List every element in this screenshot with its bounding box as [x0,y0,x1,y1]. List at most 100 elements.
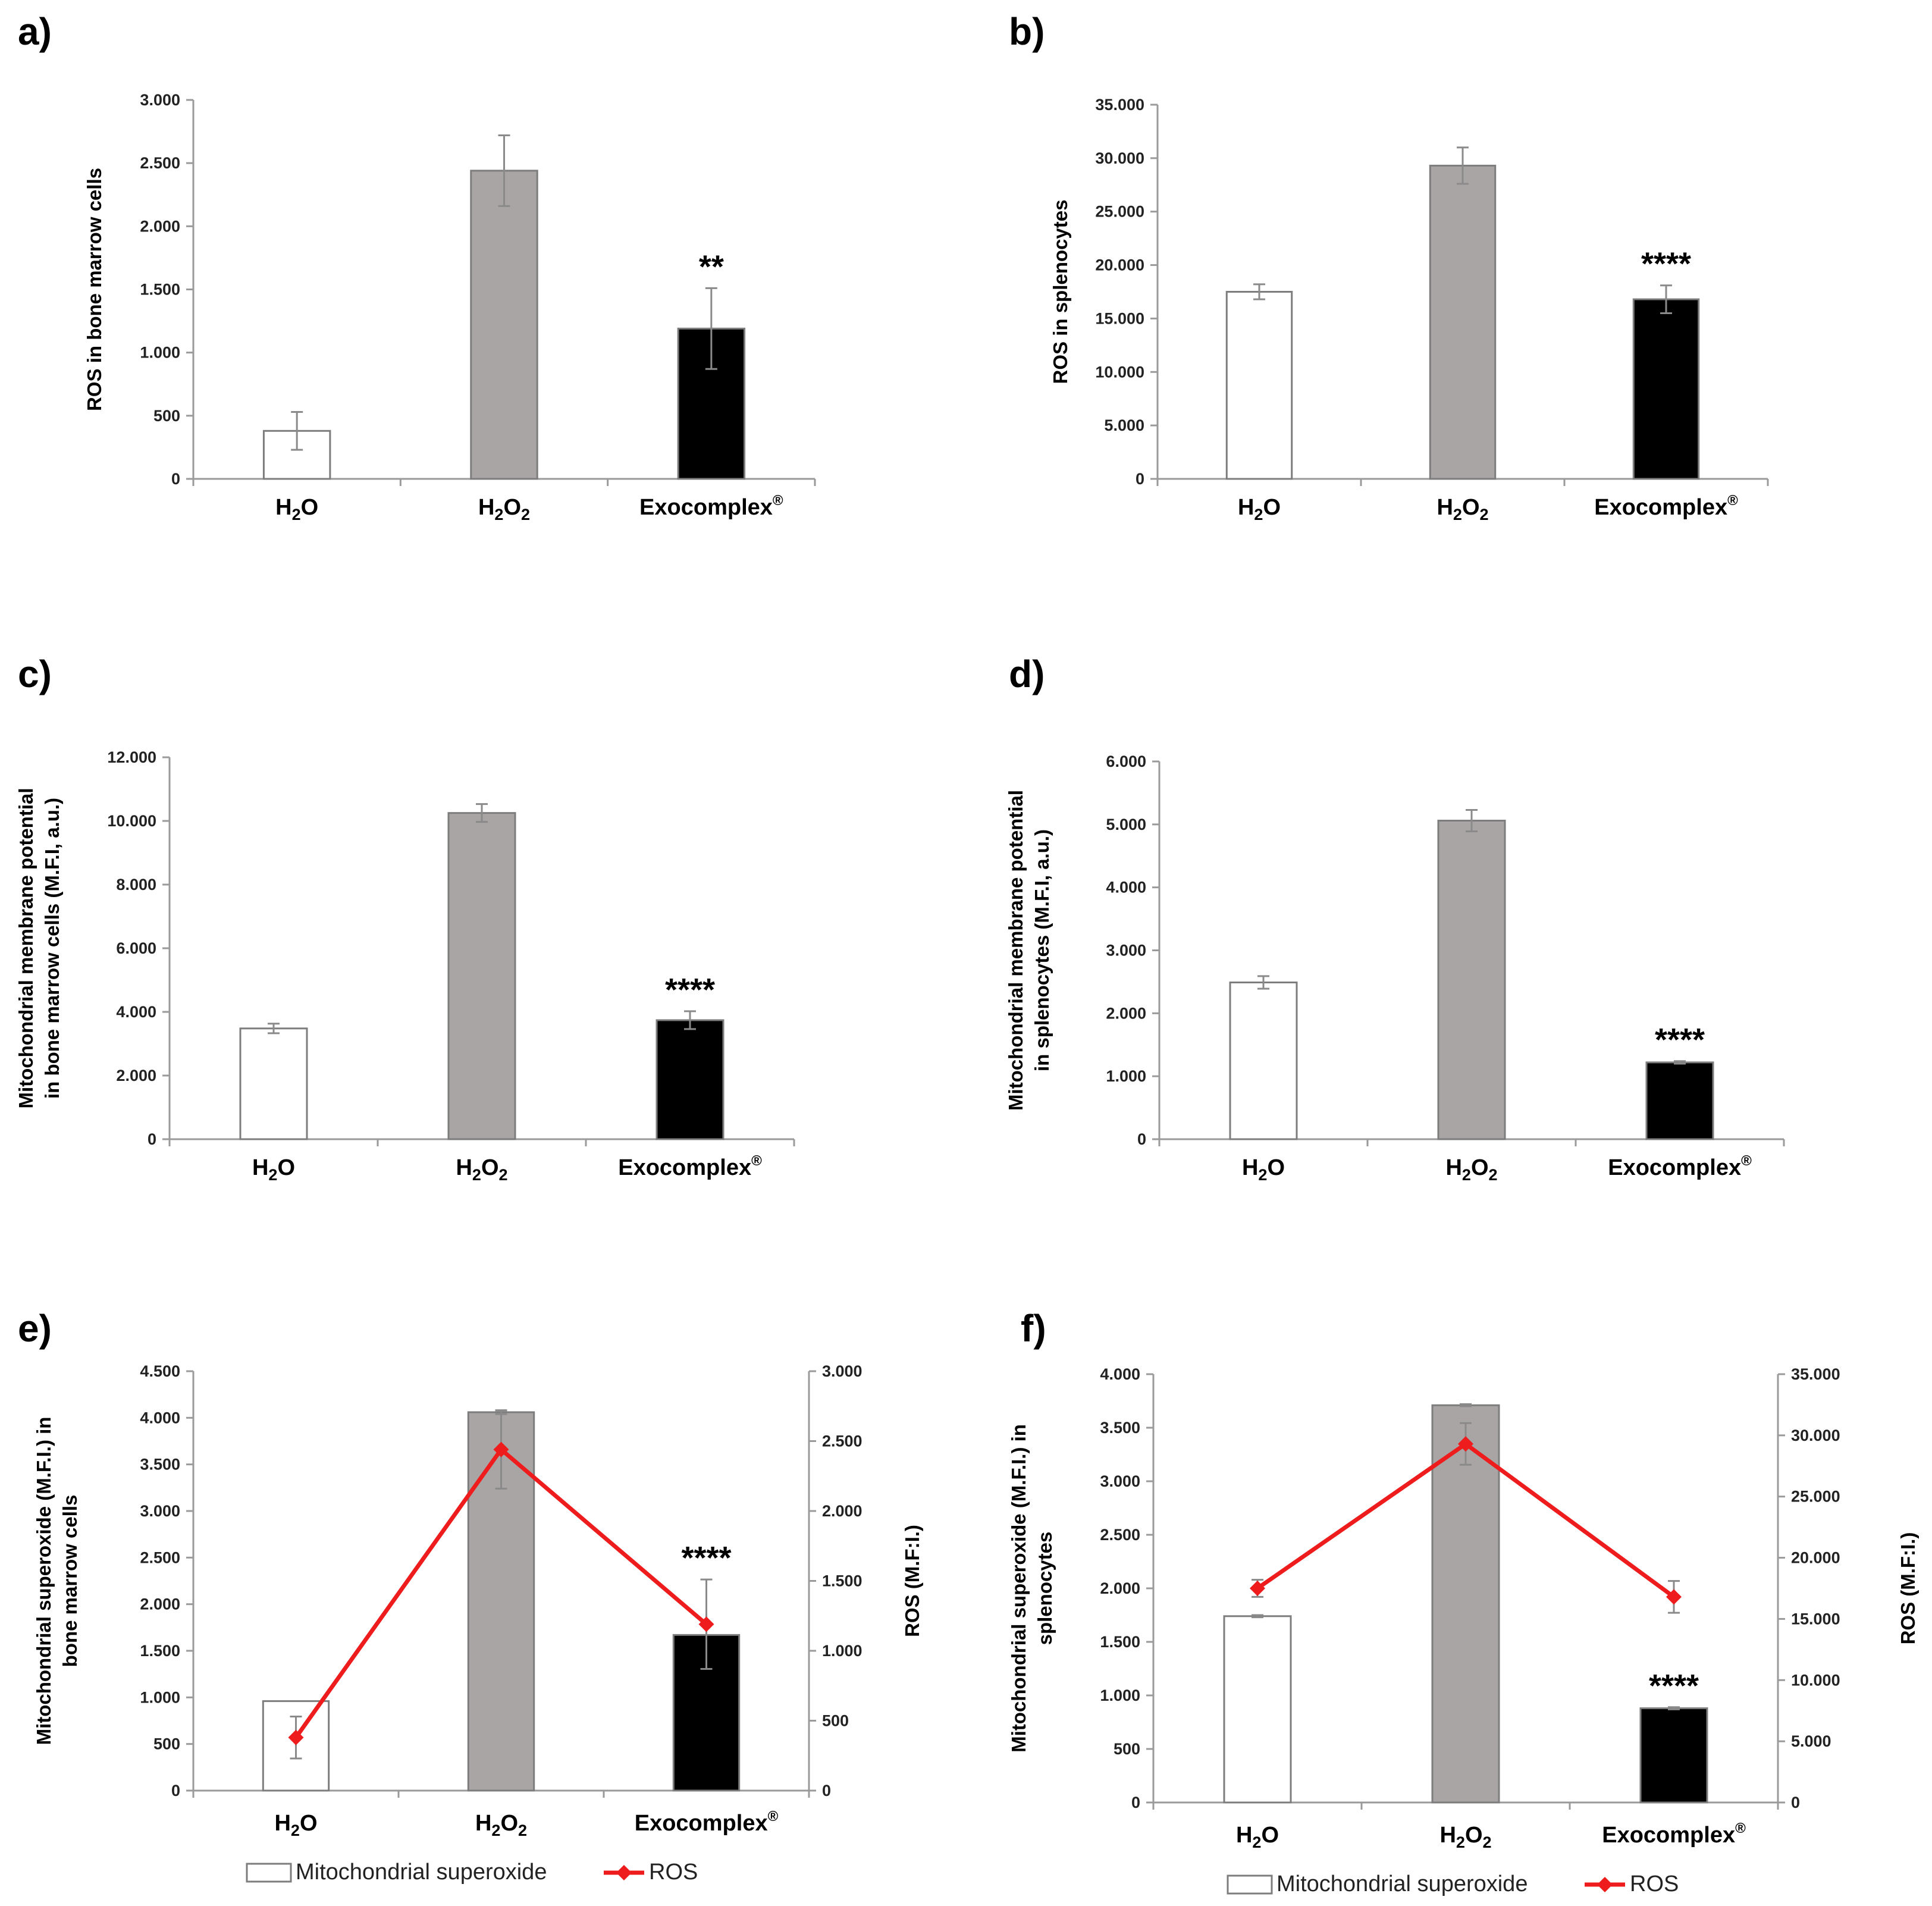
bar [1431,1404,1500,1804]
ros-marker [1250,1581,1265,1596]
y-tick-label: 500 [1114,1740,1140,1758]
panel-label: f) [1021,1307,1046,1350]
panel-label: d) [1009,653,1045,695]
legend-label: ROS [1630,1871,1679,1896]
y-tick-label: 2.000 [140,1595,180,1613]
category-label: Exocomplex® [1608,1153,1752,1180]
significance-mark: **** [1641,246,1691,282]
y-tick-label: 2.500 [140,154,180,172]
bar [1437,819,1506,1140]
y2-tick-label: 15.000 [1791,1610,1840,1628]
y-tick-label: 12.000 [107,748,156,766]
category-label: Exocomplex® [618,1153,762,1180]
category-label: Exocomplex® [1602,1820,1746,1848]
y-tick-label: 10.000 [107,812,156,830]
category-label: H2​O2​ [1445,1155,1497,1184]
category-label: H2​O2​ [1439,1823,1491,1851]
y-tick-label: 5.000 [1106,816,1146,833]
y2-axis-title: ROS (M.F:I.) [1897,1532,1919,1645]
panel-e: e) 0 500 1.000 1.500 2.000 2.500 3.000 3.500 4.00… [18,1307,923,1885]
y-tick-label: 2.000 [1100,1579,1140,1597]
y-axis-title: in splenocytes (M.F.I, a.u.) [1031,829,1053,1071]
panel-label: b) [1009,10,1045,53]
y-axis-title: Mitochondrial superoxide (M.F.I.) in [33,1417,55,1745]
category-label: H2​O2​ [456,1155,507,1184]
y-tick-label: 3.000 [140,1502,180,1520]
panel-label: e) [18,1307,52,1350]
significance-mark: **** [1649,1668,1699,1704]
significance-mark: **** [665,972,715,1008]
legend-label: ROS [649,1860,698,1885]
y-axis-title: Mitochondrial membrane potential [15,788,37,1108]
panel-a: a) 0 500 1.000 1.500 2.000 2.500 3.000 ** H2​O H2​… [18,10,816,523]
category-label: H2​O2​ [475,1811,527,1839]
y2-tick-label: 10.000 [1791,1671,1840,1689]
bar [1429,164,1497,480]
y-tick-label: 0 [148,1130,156,1148]
y2-tick-label: 1.000 [822,1642,862,1660]
y2-axis-title: ROS (M.F:I.) [901,1525,923,1637]
significance-mark: ** [699,249,724,284]
y-axis-title: Mitochondrial membrane potential [1005,790,1027,1111]
category-label: H2​O [1236,1823,1279,1851]
y2-tick-label: 0 [822,1782,831,1800]
y-tick-label: 3.000 [1100,1472,1140,1490]
panel-c: c) 0 2.000 4.000 6.000 8.000 10.000 12.000 **** H… [15,653,795,1184]
y-tick-label: 2.500 [140,1548,180,1566]
category-label: H2​O [1242,1155,1285,1184]
panel-b: b) 0 5.000 10.000 15.000 20.000 25.000 30.000 35… [1009,10,1769,523]
y2-tick-label: 500 [822,1712,849,1730]
y-axis-title: bone marrow cells [59,1495,81,1667]
y-axis-title: in bone marrow cells (M.F.I, a.u.) [41,798,63,1099]
y-axis-title: ROS in bone marrow cells [83,168,105,411]
y-tick-label: 15.000 [1095,309,1144,327]
y-tick-label: 2.000 [140,217,180,235]
bar [262,430,331,480]
category-label: H2​O [274,1811,317,1839]
legend-swatch-marker [616,1865,632,1880]
panel-label: c) [18,653,52,695]
y-tick-label: 0 [171,470,180,488]
y-tick-label: 3.000 [140,91,180,109]
y2-tick-label: 5.000 [1791,1732,1831,1750]
y-tick-label: 0 [171,1782,180,1800]
y-tick-label: 4.000 [140,1409,180,1427]
y-tick-label: 3.500 [140,1456,180,1474]
y-tick-label: 1.000 [1100,1686,1140,1704]
y-tick-label: 8.000 [116,876,156,894]
y-axis-title: ROS in splenocytes [1049,200,1071,384]
y2-tick-label: 0 [1791,1794,1800,1811]
category-label: Exocomplex® [635,1808,779,1836]
y-tick-label: 25.000 [1095,203,1144,221]
y2-tick-label: 25.000 [1791,1488,1840,1506]
y-tick-label: 4.000 [1106,879,1146,896]
category-label: H2​O [275,495,318,523]
significance-mark: **** [681,1540,731,1576]
y-tick-label: 2.000 [116,1067,156,1084]
category-label: Exocomplex® [1594,493,1738,520]
y2-tick-label: 2.500 [822,1432,862,1450]
legend-swatch-bar [1227,1874,1273,1895]
y-tick-label: 500 [153,407,180,425]
y-tick-label: 3.000 [1106,942,1146,960]
y-tick-label: 1.500 [140,1642,180,1660]
bar [1639,1707,1708,1804]
y-tick-label: 1.000 [140,344,180,362]
y2-tick-label: 2.000 [822,1502,862,1520]
y-tick-label: 0 [1136,470,1144,488]
bar [1223,1615,1292,1804]
y-axis-title: splenocytes [1034,1532,1056,1645]
y-tick-label: 35.000 [1095,96,1144,114]
ros-marker [1458,1436,1473,1452]
y-tick-label: 1.500 [1100,1633,1140,1651]
ros-marker [1666,1589,1682,1605]
y-tick-label: 500 [153,1735,180,1753]
panel-d: d) 0 1.000 2.000 3.000 4.000 5.000 6.000 **** H2​… [1005,653,1785,1184]
y-axis-title: Mitochondrial superoxide (M.F.I.) in [1008,1424,1030,1753]
significance-mark: **** [1655,1022,1705,1058]
category-label: H2​O2​ [1437,495,1488,523]
y2-tick-label: 1.500 [822,1572,862,1590]
category-label: H2​O2​ [478,495,530,523]
legend-swatch-bar [246,1863,292,1883]
